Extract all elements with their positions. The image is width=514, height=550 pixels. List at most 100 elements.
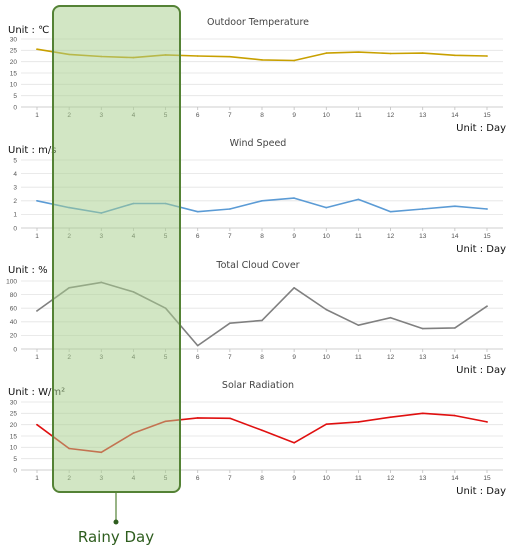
rainy-day-label: Rainy Day	[78, 528, 154, 546]
solar-radiation-data-point	[389, 416, 392, 418]
cloud-cover-xtick-label: 15	[483, 354, 491, 361]
wind-speed-ytick-label: 2	[13, 198, 17, 205]
temperature-data-point	[36, 48, 38, 50]
solar-radiation-data-point	[357, 421, 360, 423]
wind-speed-data-point	[36, 200, 38, 202]
wind-speed-data-point	[196, 210, 199, 213]
wind-speed-data-point	[454, 205, 456, 208]
cloud-cover-ytick-label: 20	[10, 333, 18, 340]
rainy-day-highlight	[52, 5, 181, 493]
wind-speed-xtick-label: 14	[451, 233, 459, 240]
cloud-cover-ylabel: Unit : %	[8, 265, 48, 276]
cloud-cover-ytick-label: 60	[10, 306, 18, 313]
cloud-cover-data-point	[421, 327, 424, 330]
temperature-xtick-label: 1	[35, 112, 39, 119]
solar-radiation-data-point	[454, 414, 456, 417]
solar-radiation-xtick-label: 12	[387, 475, 395, 482]
temperature-ylabel: Unit : ℃	[8, 25, 49, 36]
wind-speed-ytick-label: 4	[13, 171, 17, 178]
solar-radiation-xtick-label: 8	[260, 475, 264, 482]
wind-speed-xtick-label: 1	[35, 233, 39, 240]
solar-radiation-ytick-label: 15	[10, 433, 18, 440]
temperature-data-point	[389, 52, 392, 55]
temperature-xtick-label: 10	[323, 112, 331, 119]
temperature-xtick-label: 13	[419, 112, 427, 119]
solar-radiation-ylabel: Unit : W/m²	[8, 387, 65, 398]
temperature-title: Outdoor Temperature	[207, 17, 309, 28]
solar-radiation-ytick-label: 5	[13, 456, 17, 463]
solar-radiation-ytick-label: 10	[10, 445, 18, 452]
wind-speed-data-point	[261, 200, 263, 202]
solar-radiation-xtick-label: 11	[355, 475, 362, 482]
cloud-cover-xlabel: Unit : Day	[456, 365, 506, 376]
temperature-data-point	[486, 55, 488, 57]
wind-speed-xtick-label: 10	[323, 233, 331, 240]
wind-speed-data-point	[421, 208, 424, 210]
temperature-data-point	[421, 52, 424, 54]
solar-radiation-data-point	[261, 429, 263, 432]
temperature-data-point	[325, 52, 328, 54]
temperature-data-point	[293, 59, 295, 62]
solar-radiation-data-point	[486, 421, 488, 423]
solar-radiation-xtick-label: 7	[228, 475, 232, 482]
solar-radiation-title: Solar Radiation	[222, 380, 294, 391]
cloud-cover-xtick-label: 8	[260, 354, 264, 361]
solar-radiation-ytick-label: 25	[10, 411, 18, 418]
cloud-cover-xtick-label: 9	[292, 354, 296, 361]
solar-radiation-data-point	[229, 417, 231, 420]
cloud-cover-xtick-label: 1	[35, 354, 39, 361]
cloud-cover-xtick-label: 7	[228, 354, 232, 361]
temperature-xtick-label: 15	[483, 112, 491, 119]
temperature-data-point	[261, 59, 263, 61]
temperature-ytick-label: 20	[10, 59, 18, 66]
cloud-cover-xtick-label: 11	[355, 354, 362, 361]
temperature-ytick-label: 15	[10, 70, 18, 77]
solar-radiation-xtick-label: 6	[196, 475, 200, 482]
cloud-cover-data-point	[389, 316, 392, 319]
cloud-cover-xtick-label: 10	[323, 354, 331, 361]
solar-radiation-ytick-label: 0	[13, 467, 17, 474]
temperature-xtick-label: 14	[451, 112, 459, 119]
temperature-xtick-label: 7	[228, 112, 232, 119]
temperature-xtick-label: 9	[292, 112, 296, 119]
cloud-cover-data-point	[229, 322, 231, 324]
cloud-cover-data-point	[261, 319, 263, 322]
cloud-cover-xtick-label: 12	[387, 354, 395, 361]
cloud-cover-ytick-label: 40	[10, 319, 18, 326]
temperature-xtick-label: 6	[196, 112, 200, 119]
rainy-day-dot	[113, 519, 119, 525]
wind-speed-data-point	[486, 208, 488, 210]
cloud-cover-data-point	[357, 324, 360, 327]
wind-speed-xtick-label: 8	[260, 233, 264, 240]
solar-radiation-data-point	[421, 412, 424, 415]
cloud-cover-data-point	[325, 308, 328, 311]
solar-radiation-data-point	[325, 423, 328, 426]
wind-speed-xtick-label: 11	[355, 233, 362, 240]
cloud-cover-data-point	[36, 310, 38, 312]
wind-speed-ylabel: Unit : m/s	[8, 145, 56, 156]
wind-speed-xtick-label: 15	[483, 233, 491, 240]
wind-speed-ytick-label: 5	[13, 157, 17, 164]
cloud-cover-data-point	[196, 344, 199, 347]
solar-radiation-xtick-label: 13	[419, 475, 427, 482]
cloud-cover-xtick-label: 13	[419, 354, 427, 361]
cloud-cover-data-point	[293, 287, 295, 289]
temperature-data-point	[357, 51, 360, 53]
temperature-ytick-label: 25	[10, 48, 18, 55]
temperature-xtick-label: 11	[355, 112, 362, 119]
solar-radiation-ytick-label: 20	[10, 422, 18, 429]
cloud-cover-xtick-label: 14	[451, 354, 459, 361]
wind-speed-data-point	[357, 198, 360, 201]
temperature-ytick-label: 30	[10, 36, 18, 43]
solar-radiation-xtick-label: 1	[35, 475, 39, 482]
wind-speed-ytick-label: 1	[13, 212, 17, 219]
wind-speed-data-point	[389, 210, 392, 213]
wind-speed-xlabel: Unit : Day	[456, 244, 506, 255]
temperature-xtick-label: 8	[260, 112, 264, 119]
solar-radiation-xtick-label: 10	[323, 475, 331, 482]
solar-radiation-xlabel: Unit : Day	[456, 486, 506, 497]
solar-radiation-xtick-label: 15	[483, 475, 491, 482]
wind-speed-data-point	[293, 197, 295, 199]
wind-speed-xtick-label: 9	[292, 233, 296, 240]
